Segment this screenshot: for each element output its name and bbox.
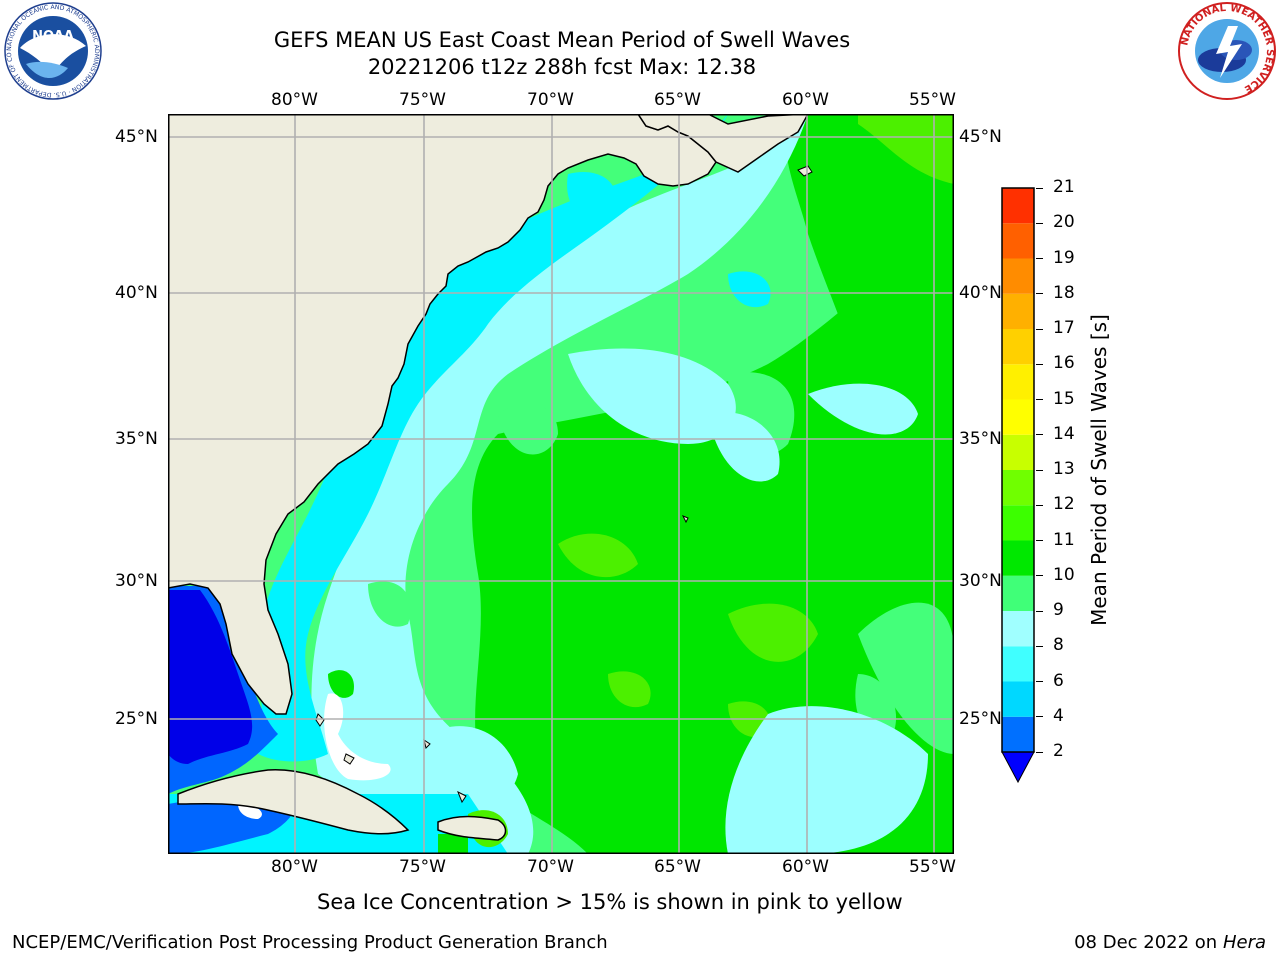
colorbar-segment xyxy=(1002,505,1034,541)
us-east-coast-land xyxy=(168,114,717,715)
colorbar xyxy=(1001,187,1035,784)
colorbar-segment xyxy=(1002,575,1034,611)
lat-label-right-25n: 25°N xyxy=(959,709,1002,729)
colorbar-segment xyxy=(1002,364,1034,400)
colorbar-segment xyxy=(1002,223,1034,259)
colorbar-tick-label: 14 xyxy=(1053,423,1075,444)
lat-label-left-45n: 45°N xyxy=(115,127,158,147)
date-text: 08 Dec 2022 on xyxy=(1074,932,1218,953)
colorbar-tick-mark xyxy=(1036,610,1043,612)
colorbar-tick-label: 8 xyxy=(1053,635,1064,656)
lat-label-right-45n: 45°N xyxy=(959,127,1002,147)
colorbar-tick-mark xyxy=(1036,469,1043,471)
colorbar-tick-mark xyxy=(1036,681,1043,682)
colorbar-tick-label: 15 xyxy=(1053,388,1075,409)
colorbar-tick-mark xyxy=(1036,540,1043,541)
colorbar-tick-label: 9 xyxy=(1053,600,1064,620)
colorbar-segment xyxy=(1002,470,1034,506)
colorbar-segment xyxy=(1002,258,1034,294)
colorbar-tick-label: 16 xyxy=(1053,353,1075,374)
colorbar-tick-label: 6 xyxy=(1053,670,1064,691)
colorbar-segment xyxy=(1002,716,1034,752)
colorbar-tick-mark xyxy=(1036,504,1043,506)
lon-label-top-60w: 60°W xyxy=(782,90,829,110)
chart-title-line2: 20221206 t12z 288h fcst Max: 12.38 xyxy=(367,55,757,79)
colorbar-tick-mark xyxy=(1036,328,1043,330)
colorbar-tick-mark xyxy=(1036,222,1043,224)
bahamas-bank xyxy=(324,693,391,781)
colorbar-segment xyxy=(1002,188,1034,224)
colorbar-frame xyxy=(1001,187,1035,753)
nws-logo: NATIONAL WEATHER SERVICE xyxy=(1178,2,1276,100)
lon-label-top-55w: 55°W xyxy=(909,90,956,110)
lon-label-bottom-80w: 80°W xyxy=(271,857,318,877)
colorbar-tick-label: 2 xyxy=(1053,741,1064,761)
lon-label-bottom-70w: 70°W xyxy=(527,857,574,877)
graticule xyxy=(168,114,954,854)
colorbar-segment xyxy=(1002,399,1034,435)
colorbar-tick-label: 13 xyxy=(1053,459,1075,479)
colorbar-tick-mark xyxy=(1036,258,1043,259)
colorbar-segment xyxy=(1002,540,1034,576)
machine-name: Hera xyxy=(1222,932,1266,953)
colorbar-tick-mark xyxy=(1036,575,1043,577)
cuba-land xyxy=(177,769,410,835)
lon-label-bottom-55w: 55°W xyxy=(909,857,956,877)
lat-label-right-35n: 35°N xyxy=(959,429,1002,449)
colorbar-segment xyxy=(1002,293,1034,329)
colorbar-extend-triangle xyxy=(1001,751,1035,784)
lon-label-top-70w: 70°W xyxy=(527,90,574,110)
lat-label-left-35n: 35°N xyxy=(115,429,158,449)
colorbar-tick-label: 11 xyxy=(1053,529,1075,550)
colorbar-tick-mark xyxy=(1036,645,1043,647)
colorbar-label: Mean Period of Swell Waves [s] xyxy=(1087,314,1111,626)
lon-label-bottom-65w: 65°W xyxy=(654,857,701,877)
colorbar-tick-mark xyxy=(1036,399,1043,400)
sea-ice-caption: Sea Ice Concentration > 15% is shown in … xyxy=(317,890,903,914)
noaa-logo: NATIONAL OCEANIC AND ATMOSPHERIC ADMINIS… xyxy=(2,2,102,100)
map-frame xyxy=(168,114,954,854)
lon-label-top-75w: 75°W xyxy=(399,90,446,110)
colorbar-tick-mark xyxy=(1036,363,1043,365)
date-stamp: 08 Dec 2022 on Hera xyxy=(1074,932,1266,953)
colorbar-tick-mark xyxy=(1036,716,1043,718)
colorbar-tick-label: 19 xyxy=(1053,247,1075,268)
lon-label-bottom-75w: 75°W xyxy=(399,857,446,877)
green-core-region xyxy=(472,224,954,854)
lon-label-top-65w: 65°W xyxy=(654,90,701,110)
colorbar-tick-mark xyxy=(1036,187,1043,189)
colorbar-tick-label: 10 xyxy=(1053,564,1075,585)
colorbar-tick-mark xyxy=(1036,751,1043,753)
colorbar-tick-label: 4 xyxy=(1053,705,1064,726)
colorbar-segment xyxy=(1002,329,1034,365)
colorbar-tick-mark xyxy=(1036,434,1043,436)
colorbar-tick-label: 17 xyxy=(1053,318,1075,338)
colorbar-segment xyxy=(1002,611,1034,647)
lon-label-bottom-60w: 60°W xyxy=(782,857,829,877)
colorbar-tick-mark xyxy=(1036,293,1043,295)
noaa-logo-text: NOAA xyxy=(32,29,74,44)
colorbar-tick-label: 12 xyxy=(1053,494,1075,515)
colorbar-segment xyxy=(1002,434,1034,470)
lat-label-left-25n: 25°N xyxy=(115,709,158,729)
lon-label-top-80w: 80°W xyxy=(271,90,318,110)
map-panel xyxy=(168,114,954,854)
chart-title-line1: GEFS MEAN US East Coast Mean Period of S… xyxy=(273,28,851,52)
lat-label-right-40n: 40°N xyxy=(959,283,1002,303)
colorbar-tick-label: 20 xyxy=(1053,212,1075,233)
credit-text: NCEP/EMC/Verification Post Processing Pr… xyxy=(12,932,608,953)
lat-label-right-30n: 30°N xyxy=(959,571,1002,591)
colorbar-segment xyxy=(1002,681,1034,717)
colorbar-segment xyxy=(1002,646,1034,682)
lat-label-left-40n: 40°N xyxy=(115,283,158,303)
colorbar-tick-label: 18 xyxy=(1053,282,1075,303)
lat-label-left-30n: 30°N xyxy=(115,571,158,591)
colorbar-tick-label: 21 xyxy=(1053,177,1075,197)
